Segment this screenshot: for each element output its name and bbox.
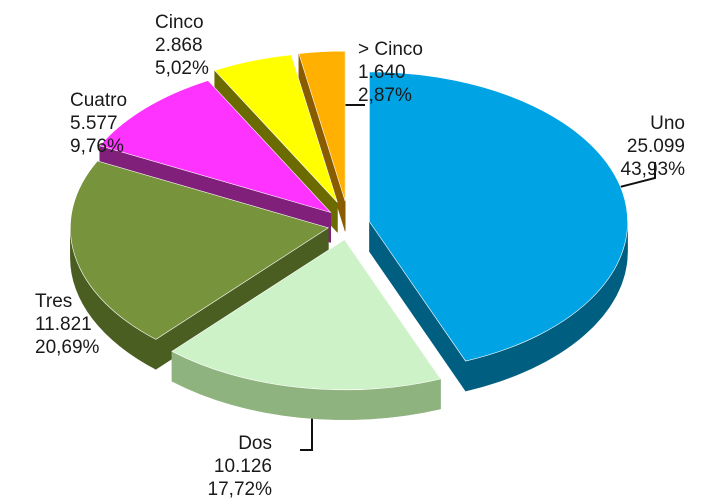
- pie-slices: [70, 51, 627, 420]
- data-label-cuatro: Cuatro 5.577 9,76%: [70, 90, 127, 157]
- data-label-uno: Uno 25.099 43,93%: [621, 113, 686, 180]
- data-label-dos: Dos 10.126 17,72%: [208, 433, 273, 500]
- data-label-cinco: Cinco 2.868 5,02%: [155, 12, 209, 79]
